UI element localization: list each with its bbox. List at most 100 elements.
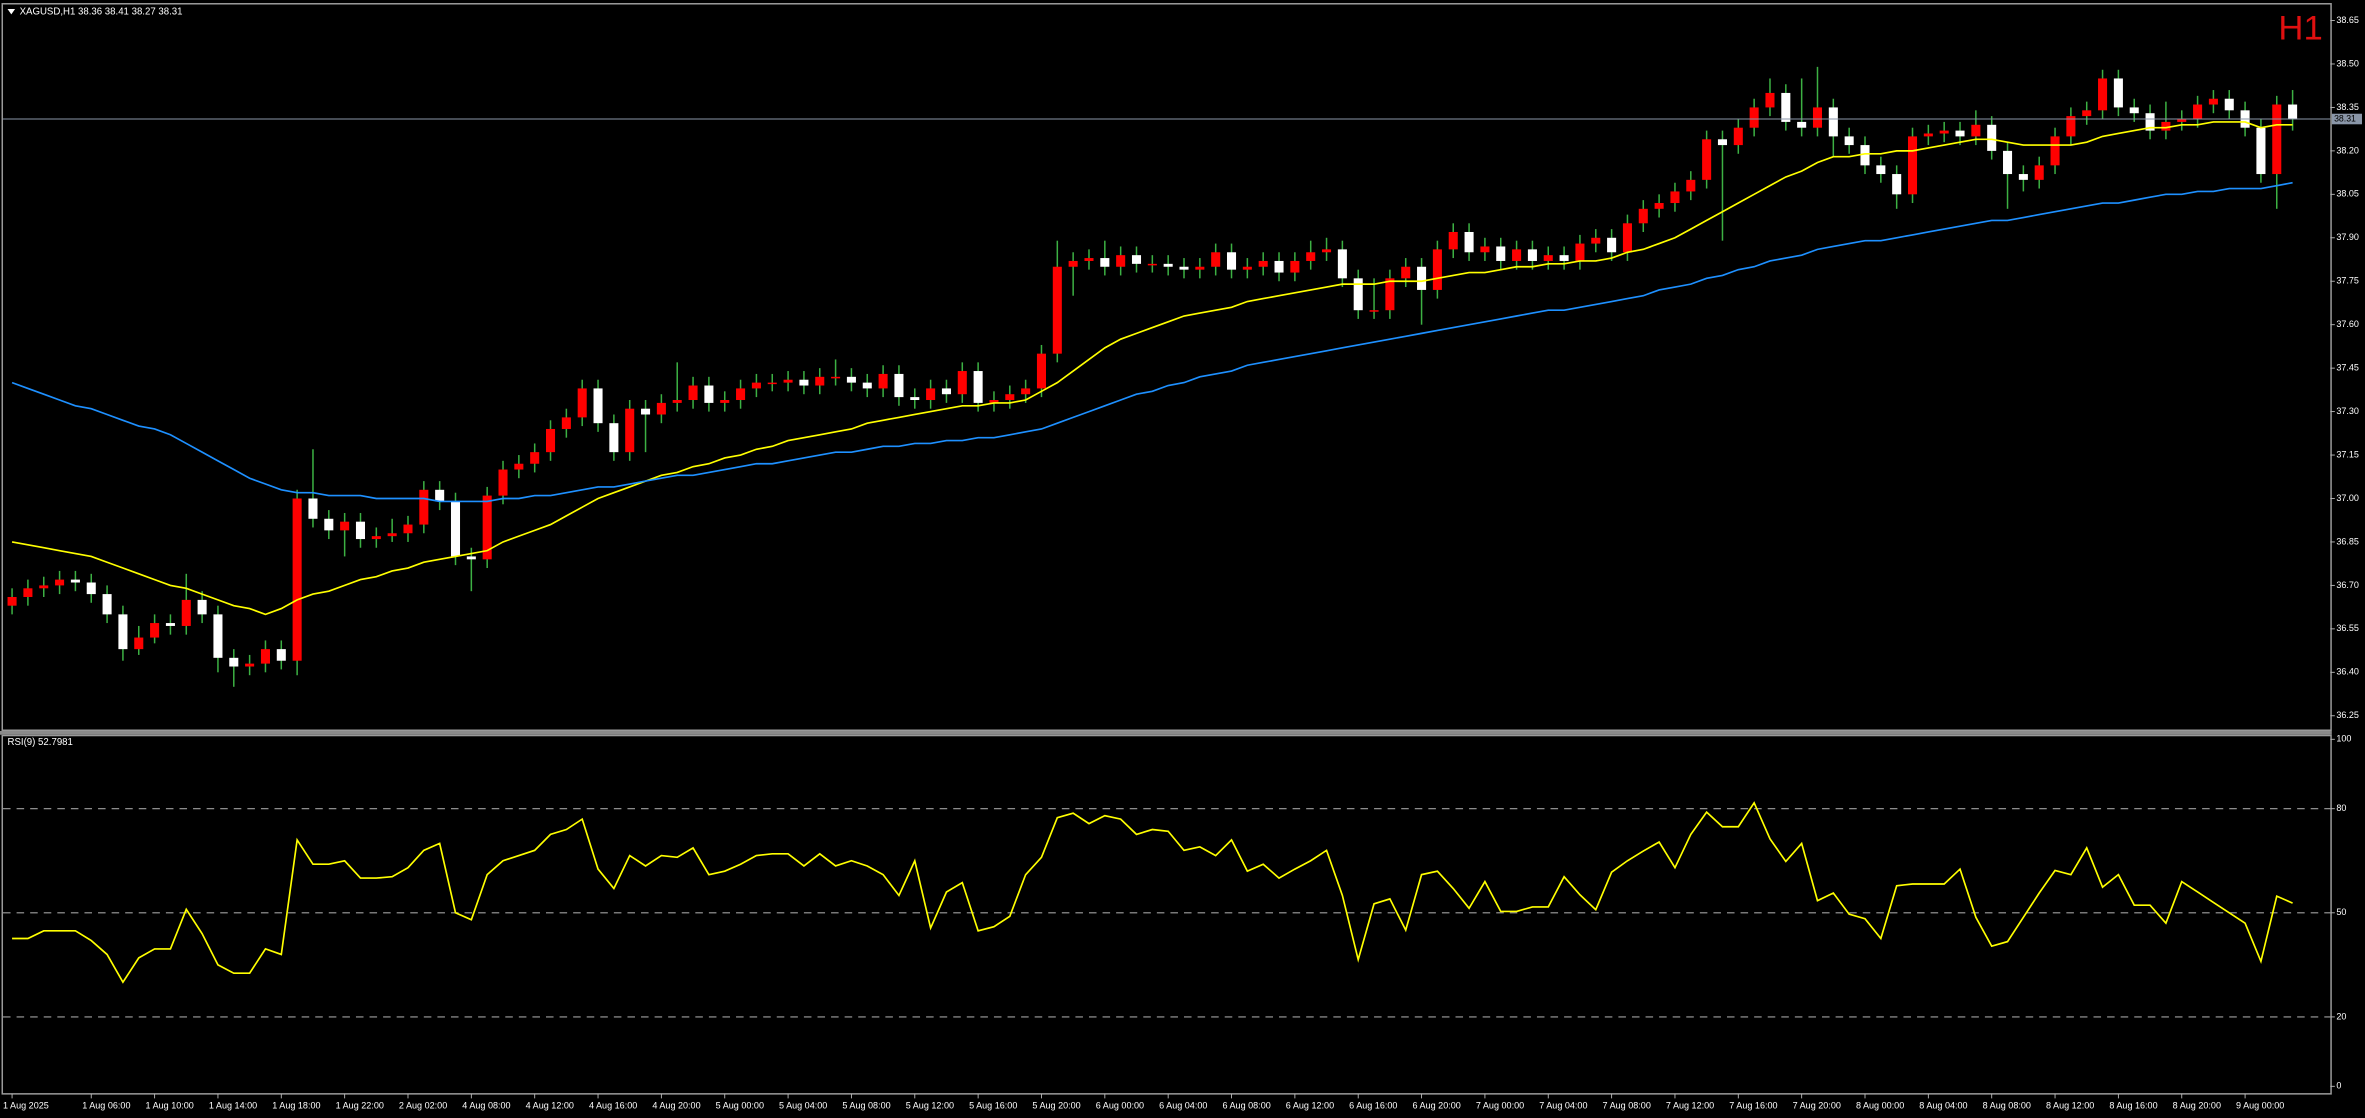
candle-body <box>1797 121 1807 128</box>
candle-body <box>118 614 128 650</box>
candle-body <box>1337 249 1347 279</box>
candle-body <box>1163 263 1173 267</box>
candle-body <box>181 599 191 626</box>
candle-body <box>1686 179 1696 192</box>
panel-separator <box>0 731 2332 735</box>
candle-body <box>1844 136 1854 146</box>
candle-body <box>593 388 603 424</box>
candle-body <box>894 373 904 398</box>
candle-body <box>387 533 397 537</box>
chart-title: XAGUSD,H1 38.36 38.41 38.27 38.31 <box>20 7 183 18</box>
candle-body <box>1052 266 1062 354</box>
candle-body <box>1892 174 1902 195</box>
candle-body <box>482 495 492 560</box>
candle-body <box>2224 98 2234 111</box>
x-tick-label: 7 Aug 12:00 <box>1666 1100 1714 1110</box>
x-tick-label: 6 Aug 08:00 <box>1222 1100 1270 1110</box>
y-tick-label: 36.85 <box>2336 536 2359 546</box>
candle-body <box>1733 127 1743 146</box>
price-panel-frame <box>1 3 2332 731</box>
candle-body <box>1907 136 1918 195</box>
candle-body <box>561 417 571 429</box>
candle-body <box>2034 165 2044 180</box>
x-tick-label: 8 Aug 20:00 <box>2173 1100 2221 1110</box>
candle-body <box>150 623 160 638</box>
candle-body <box>1781 92 1791 122</box>
candle-body <box>530 452 540 464</box>
candle-body <box>450 501 461 557</box>
candle-body <box>910 397 920 401</box>
candle-body <box>846 376 856 383</box>
indicator-line <box>11 181 2293 503</box>
candle-body <box>1496 246 1506 261</box>
candle-body <box>498 469 508 496</box>
candle-body <box>1211 252 1221 267</box>
x-tick-label: 8 Aug 04:00 <box>1919 1100 1967 1110</box>
candle-body <box>1559 255 1569 261</box>
x-tick-label: 7 Aug 00:00 <box>1476 1100 1524 1110</box>
candle-body <box>1527 249 1537 261</box>
candle-body <box>55 579 65 586</box>
candle-body <box>1401 266 1411 279</box>
x-tick-label: 4 Aug 16:00 <box>589 1100 637 1110</box>
indicator-line <box>11 121 2293 616</box>
candle-body <box>1702 139 1712 180</box>
candle-body <box>2272 104 2282 175</box>
x-tick-label: 7 Aug 08:00 <box>1603 1100 1651 1110</box>
candle-body <box>419 489 429 525</box>
candle-body <box>276 649 286 661</box>
x-tick-label: 6 Aug 12:00 <box>1286 1100 1334 1110</box>
y-tick-label: 80 <box>2336 803 2346 813</box>
candle-body <box>1306 252 1316 261</box>
x-tick-label: 2 Aug 02:00 <box>399 1100 447 1110</box>
y-tick-label: 37.30 <box>2336 406 2359 416</box>
candle-body <box>2288 104 2298 120</box>
candle-body <box>1147 263 1157 266</box>
candle-body <box>1828 107 1838 137</box>
candle-body <box>641 408 651 415</box>
x-tick-label: 7 Aug 04:00 <box>1539 1100 1587 1110</box>
candle-body <box>1876 165 1886 175</box>
candle-body <box>1116 255 1126 267</box>
candle-body <box>941 388 951 395</box>
candle-body <box>7 596 17 606</box>
candle-body <box>1607 237 1617 253</box>
x-tick-label: 7 Aug 20:00 <box>1793 1100 1841 1110</box>
candle-body <box>39 585 49 589</box>
x-tick-label: 1 Aug 18:00 <box>272 1100 320 1110</box>
candle-body <box>435 489 445 502</box>
candle-body <box>102 594 112 615</box>
candle-body <box>2256 127 2266 175</box>
candle-body <box>70 579 80 583</box>
candle-body <box>926 388 936 401</box>
candle-body <box>1100 258 1110 267</box>
candle-body <box>340 521 350 531</box>
marks: 36.25 36.40 36.55 36.70 36.85 37.00 37.15 37.30… <box>3 15 2362 1110</box>
x-tick-label: 5 Aug 16:00 <box>969 1100 1017 1110</box>
candle-body <box>1353 278 1363 311</box>
candle-body <box>1005 394 1015 401</box>
candle-body <box>2113 78 2123 108</box>
candle-body <box>878 373 888 389</box>
candle-body <box>403 524 413 534</box>
candle-body <box>1258 260 1268 267</box>
candle-body <box>1480 246 1490 253</box>
candle-body <box>1084 258 1094 261</box>
candle-body <box>1274 260 1284 273</box>
candle-body <box>2208 98 2218 105</box>
candle-body <box>1512 249 1522 261</box>
candle-body <box>767 382 777 385</box>
candle-body <box>1717 139 1727 146</box>
x-tick-label: 1 Aug 06:00 <box>82 1100 130 1110</box>
candle-body <box>783 379 793 383</box>
candle-body <box>656 402 666 415</box>
y-tick-label: 38.50 <box>2336 58 2359 68</box>
candle-body <box>1385 278 1395 311</box>
y-tick-label: 38.20 <box>2336 145 2359 155</box>
x-tick-label: 4 Aug 12:00 <box>526 1100 574 1110</box>
candle-body <box>2066 116 2076 137</box>
candle-body <box>831 376 841 379</box>
